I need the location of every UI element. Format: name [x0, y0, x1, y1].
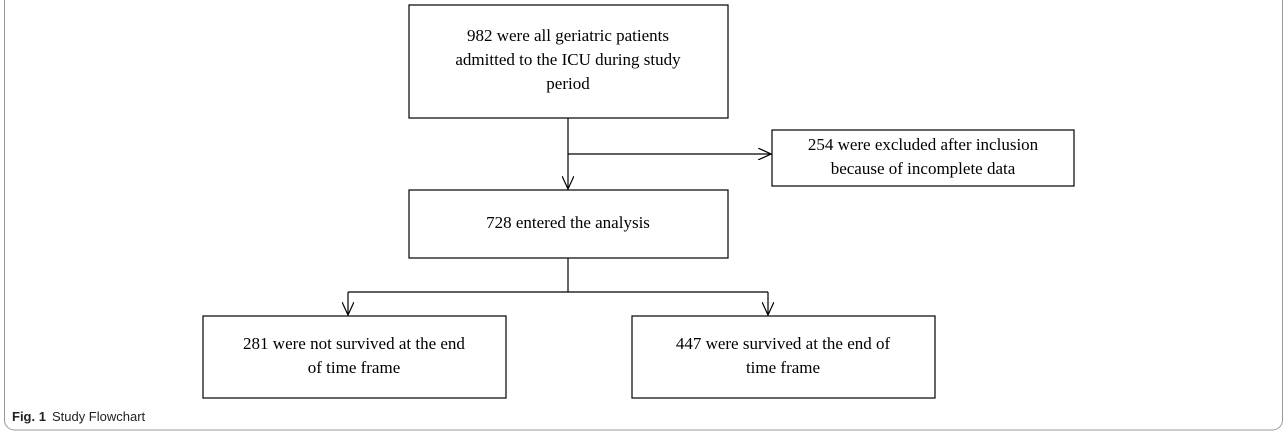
caption-label: Fig. 1: [12, 409, 46, 424]
node-box: [631, 315, 936, 399]
caption-text: Study Flowchart: [52, 409, 146, 424]
caption: Fig. 1 Study Flowchart: [12, 409, 146, 424]
node-text: admitted to the ICU during study: [455, 50, 681, 69]
node-text: 254 were excluded after inclusion: [808, 135, 1039, 154]
frame: [4, 0, 1283, 431]
node-text: because of incomplete data: [831, 159, 1016, 178]
node-text: period: [546, 74, 590, 93]
node-text: 447 were survived at the end of: [676, 334, 891, 353]
node-text: 982 were all geriatric patients: [467, 26, 669, 45]
node-text: 728 entered the analysis: [486, 213, 650, 232]
node-box: [202, 315, 507, 399]
node-box: [771, 129, 1075, 187]
node-text: 281 were not survived at the end: [243, 334, 465, 353]
node-text: time frame: [746, 358, 820, 377]
node-text: of time frame: [308, 358, 401, 377]
